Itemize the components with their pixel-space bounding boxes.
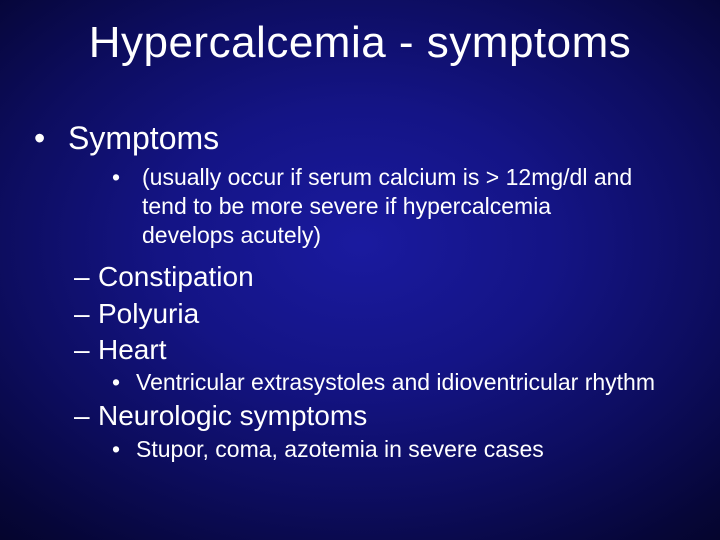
bullet-neuro-sub-text: Stupor, coma, azotemia in severe cases xyxy=(136,435,544,465)
bullet-dash-icon: – xyxy=(74,398,98,434)
bullet-neuro-sub: • Stupor, coma, azotemia in severe cases xyxy=(112,435,690,465)
bullet-constipation: – Constipation xyxy=(74,259,690,295)
bullet-neuro: – Neurologic symptoms xyxy=(74,398,690,434)
bullet-dash-icon: – xyxy=(74,259,98,295)
slide: Hypercalcemia - symptoms • Symptoms • (u… xyxy=(0,0,720,540)
slide-body: • Symptoms • (usually occur if serum cal… xyxy=(34,120,690,465)
bullet-heart-text: Heart xyxy=(98,332,166,368)
bullet-dot-icon: • xyxy=(112,435,136,465)
bullet-heart: – Heart xyxy=(74,332,690,368)
bullet-symptoms-text: Symptoms xyxy=(68,120,219,157)
bullet-note-text: (usually occur if serum calcium is > 12m… xyxy=(142,163,640,249)
bullet-dash-icon: – xyxy=(74,332,98,368)
bullet-dash-icon: – xyxy=(74,296,98,332)
bullet-heart-sub-text: Ventricular extrasystoles and idioventri… xyxy=(136,368,655,398)
bullet-symptoms: • Symptoms xyxy=(34,120,690,157)
bullet-polyuria-text: Polyuria xyxy=(98,296,199,332)
bullet-neuro-text: Neurologic symptoms xyxy=(98,398,367,434)
bullet-dot-icon: • xyxy=(112,163,142,249)
bullet-dot-icon: • xyxy=(34,120,68,157)
slide-title: Hypercalcemia - symptoms xyxy=(0,18,720,68)
bullet-polyuria: – Polyuria xyxy=(74,296,690,332)
bullet-heart-sub: • Ventricular extrasystoles and idiovent… xyxy=(112,368,690,398)
bullet-constipation-text: Constipation xyxy=(98,259,254,295)
bullet-note: • (usually occur if serum calcium is > 1… xyxy=(112,163,640,249)
bullet-dot-icon: • xyxy=(112,368,136,398)
